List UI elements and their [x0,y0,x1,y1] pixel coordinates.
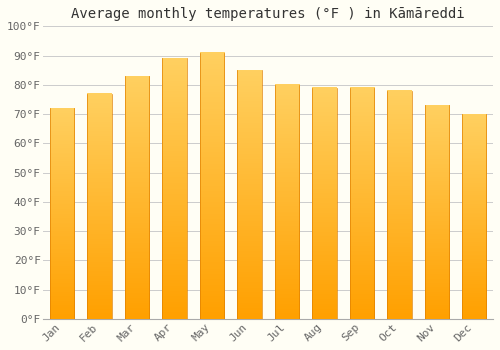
Title: Average monthly temperatures (°F ) in Kāmāreddi: Average monthly temperatures (°F ) in Kā… [72,7,465,21]
